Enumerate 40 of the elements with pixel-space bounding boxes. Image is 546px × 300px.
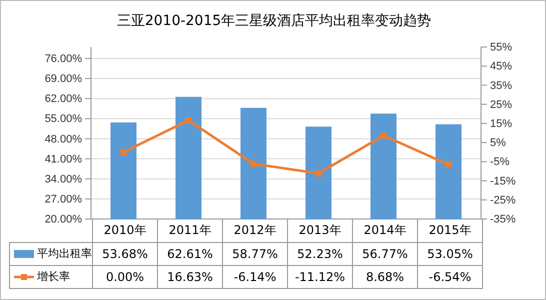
y2-tick-label: 25% bbox=[490, 98, 512, 111]
data-label: 0.00% bbox=[92, 265, 158, 288]
x-tick-label: 2012年 bbox=[222, 219, 288, 242]
data-label: 16.63% bbox=[158, 265, 222, 288]
x-tick-label: 2015年 bbox=[418, 219, 482, 242]
y2-tick-label: -35% bbox=[490, 214, 516, 226]
y-tick-label: 76.00% bbox=[44, 52, 82, 65]
y-tick-label: 34.00% bbox=[44, 173, 82, 186]
y2-tick-label: -5% bbox=[490, 156, 510, 168]
legend-label: 平均出租率 bbox=[37, 247, 92, 260]
data-label: -6.54% bbox=[418, 265, 482, 288]
data-label: 62.61% bbox=[158, 242, 222, 265]
x-tick-label: 2014年 bbox=[352, 219, 418, 242]
data-label: 52.23% bbox=[288, 242, 352, 265]
y2-tick-label: 35% bbox=[490, 80, 512, 92]
y-tick-label: 48.00% bbox=[44, 133, 82, 146]
data-label: 53.68% bbox=[92, 242, 158, 265]
y2-tick-label: 15% bbox=[490, 118, 512, 130]
y2-tick-label: -15% bbox=[490, 175, 516, 188]
y2-tick-label: 5% bbox=[490, 137, 506, 150]
y-tick-label: 27.00% bbox=[44, 193, 82, 206]
x-tick-label: 2013年 bbox=[288, 219, 352, 242]
y2-tick-label: -25% bbox=[490, 194, 516, 206]
y-tick-label: 55.00% bbox=[44, 113, 82, 126]
data-label: 53.05% bbox=[418, 242, 482, 265]
y2-tick-label: 55% bbox=[490, 42, 512, 54]
y-tick-label: 20.00% bbox=[44, 214, 82, 226]
x-tick-label: 2010年 bbox=[92, 219, 158, 242]
y2-tick-label: 45% bbox=[490, 60, 512, 73]
x-tick-label: 2011年 bbox=[158, 219, 222, 242]
data-label: -6.14% bbox=[222, 265, 288, 288]
chart-title: 三亚2010-2015年三星级酒店平均出租率变动趋势 bbox=[116, 13, 432, 29]
y-tick-label: 69.00% bbox=[44, 73, 82, 86]
y-tick-label: 41.00% bbox=[44, 153, 82, 166]
data-label: 8.68% bbox=[352, 265, 418, 288]
y-tick-label: 62.00% bbox=[44, 93, 82, 106]
data-label: 58.77% bbox=[222, 242, 288, 265]
legend-label: 增长率 bbox=[37, 270, 70, 283]
data-label: -11.12% bbox=[288, 265, 352, 288]
data-label: 56.77% bbox=[352, 242, 418, 265]
